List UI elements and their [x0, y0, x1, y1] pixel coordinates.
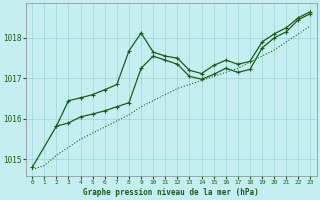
X-axis label: Graphe pression niveau de la mer (hPa): Graphe pression niveau de la mer (hPa)	[84, 188, 259, 197]
